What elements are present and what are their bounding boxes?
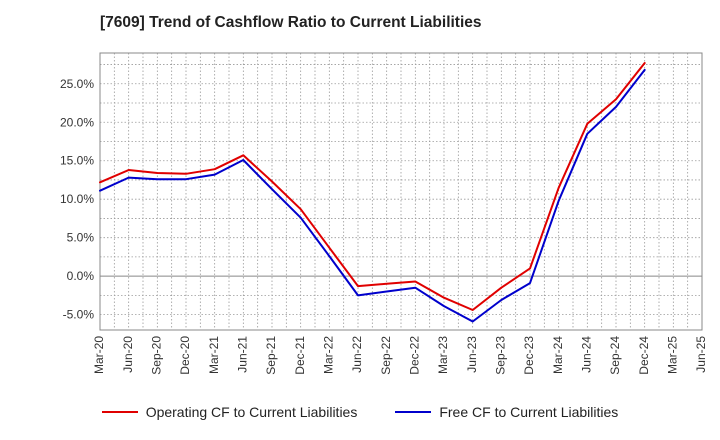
series-line-free-cf bbox=[99, 68, 646, 323]
x-tick-label: Jun-24 bbox=[580, 336, 594, 373]
legend-label-free: Free CF to Current Liabilities bbox=[439, 404, 619, 420]
legend-item-free: Free CF to Current Liabilities bbox=[395, 404, 618, 420]
tick-labels: -5.0% 0.0% 5.0% 10.0% 15.0% 20.0% 25.0% Mar-20 J… bbox=[60, 77, 708, 375]
x-tick-label: Sep-22 bbox=[379, 336, 393, 375]
x-tick-label: Dec-21 bbox=[293, 336, 307, 375]
y-tick-label: 25.0% bbox=[60, 77, 94, 91]
x-tick-label: Mar-25 bbox=[666, 336, 680, 374]
gridlines bbox=[100, 53, 702, 330]
y-tick-label: -5.0% bbox=[63, 308, 95, 322]
x-tick-label: Jun-21 bbox=[236, 336, 250, 373]
x-tick-label: Mar-23 bbox=[436, 336, 450, 374]
y-tick-label: 15.0% bbox=[60, 154, 94, 168]
legend-label-operating: Operating CF to Current Liabilities bbox=[145, 404, 358, 420]
x-tick-label: Sep-21 bbox=[264, 336, 278, 375]
y-tick-label: 5.0% bbox=[67, 231, 95, 245]
x-tick-label: Mar-21 bbox=[207, 336, 221, 374]
series-layer bbox=[99, 62, 646, 323]
x-tick-label: Jun-20 bbox=[121, 336, 135, 373]
x-tick-label: Mar-22 bbox=[322, 336, 336, 374]
legend-swatch-operating bbox=[101, 411, 138, 413]
x-tick-label: Jun-23 bbox=[465, 336, 479, 373]
x-tick-label: Mar-24 bbox=[551, 336, 565, 374]
y-tick-label: 0.0% bbox=[67, 269, 95, 283]
x-tick-label: Dec-22 bbox=[408, 336, 422, 375]
line-chart: -5.0% 0.0% 5.0% 10.0% 15.0% 20.0% 25.0% Mar-20 J… bbox=[60, 52, 708, 375]
x-tick-label: Mar-20 bbox=[92, 336, 106, 374]
legend: Operating CF to Current Liabilities Free… bbox=[0, 404, 720, 420]
x-tick-label: Jun-25 bbox=[694, 336, 708, 373]
x-tick-label: Sep-24 bbox=[608, 336, 622, 375]
x-tick-label: Dec-20 bbox=[178, 336, 192, 375]
series-line-operating-cf bbox=[99, 62, 646, 311]
x-tick-label: Sep-23 bbox=[494, 336, 508, 375]
chart-title: [7609] Trend of Cashflow Ratio to Curren… bbox=[100, 14, 482, 31]
legend-item-operating: Operating CF to Current Liabilities bbox=[101, 404, 358, 420]
x-tick-label: Jun-22 bbox=[350, 336, 364, 373]
x-tick-label: Dec-24 bbox=[637, 336, 651, 375]
x-tick-label: Dec-23 bbox=[522, 336, 536, 375]
y-tick-label: 10.0% bbox=[60, 192, 94, 206]
legend-swatch-free bbox=[395, 411, 432, 413]
y-tick-label: 20.0% bbox=[60, 115, 94, 129]
x-tick-label: Sep-20 bbox=[150, 336, 164, 375]
